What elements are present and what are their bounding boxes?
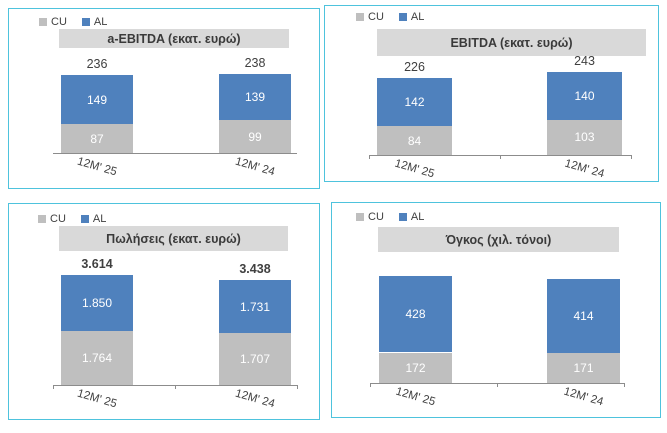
chart-title: a-EBITDA (εκατ. ευρώ) bbox=[59, 29, 289, 48]
chart-title: Πωλήσεις (εκατ. ευρώ) bbox=[59, 226, 288, 251]
legend-label: CU bbox=[368, 211, 384, 223]
bar-segment-cu: 99 bbox=[219, 120, 291, 153]
bar-value-label: 1.707 bbox=[239, 352, 271, 366]
legend-item-cu: CU bbox=[39, 16, 67, 28]
bar-value-label: 1.764 bbox=[81, 351, 113, 366]
bar-segment-al: 139 bbox=[219, 74, 291, 121]
total-label: 238 bbox=[244, 56, 266, 71]
bar-value-label: 414 bbox=[573, 308, 594, 323]
legend-label: AL bbox=[93, 16, 108, 28]
legend-swatch-al bbox=[398, 213, 407, 221]
bar-segment-cu: 172 bbox=[379, 352, 452, 383]
legend-swatch-cu bbox=[39, 18, 47, 26]
legend-label: AL bbox=[410, 11, 425, 23]
bar-value-label: 103 bbox=[574, 130, 595, 145]
bar-value-label: 139 bbox=[244, 90, 266, 105]
legend-item-al: AL bbox=[398, 11, 425, 23]
bar-value-label: 1.731 bbox=[239, 299, 271, 314]
legend-item-al: AL bbox=[80, 213, 107, 225]
bar-value-label: 140 bbox=[574, 89, 595, 104]
total-label: 3.438 bbox=[239, 262, 271, 277]
bar-segment-cu: 84 bbox=[377, 126, 452, 155]
legend-label: CU bbox=[51, 16, 67, 28]
axis-tick bbox=[297, 385, 298, 389]
x-axis-label: 12M' 25 bbox=[75, 155, 119, 179]
bar-segment-cu: 1.707 bbox=[219, 333, 291, 385]
bar-segment-al: 140 bbox=[547, 72, 622, 120]
bar-value-label: 87 bbox=[90, 131, 104, 146]
legend-label: AL bbox=[92, 213, 107, 225]
bar-value-label: 428 bbox=[405, 307, 426, 322]
x-axis-label: 12M' 24 bbox=[233, 155, 277, 179]
bar-segment-cu: 1.764 bbox=[61, 331, 133, 385]
legend: CU AL bbox=[356, 11, 424, 23]
bar-value-label: 99 bbox=[248, 129, 262, 144]
bar-value-label: 172 bbox=[405, 360, 426, 375]
axis-tick bbox=[631, 155, 632, 159]
bar-segment-cu: 87 bbox=[61, 124, 133, 153]
legend-swatch-cu bbox=[356, 213, 364, 221]
legend: CU AL bbox=[39, 16, 107, 28]
bar-segment-al: 428 bbox=[379, 276, 452, 353]
axis-tick bbox=[370, 383, 371, 387]
legend: CU AL bbox=[356, 211, 424, 223]
legend-item-cu: CU bbox=[38, 213, 66, 225]
chart-panel-2: CU AL EBITDA (εκατ. ευρώ) 84 142 226 12M' 25 10… bbox=[324, 5, 659, 182]
bar-segment-cu: 171 bbox=[547, 352, 620, 383]
total-label: 3.614 bbox=[81, 257, 113, 271]
bar-value-label: 84 bbox=[407, 133, 422, 148]
chart-title: EBITDA (εκατ. ευρώ) bbox=[377, 29, 646, 56]
legend: CU AL bbox=[38, 213, 106, 225]
bar-segment-al: 1.850 bbox=[61, 275, 133, 332]
legend-swatch-al bbox=[81, 18, 90, 26]
bar-segment-al: 142 bbox=[377, 78, 452, 127]
axis-tick bbox=[53, 385, 54, 389]
legend-swatch-al bbox=[80, 215, 89, 223]
total-label: 236 bbox=[86, 57, 108, 71]
x-axis-label: 12M' 24 bbox=[233, 387, 277, 411]
total-label: 243 bbox=[574, 54, 595, 69]
legend-item-al: AL bbox=[398, 211, 425, 223]
legend-item-al: AL bbox=[81, 16, 108, 28]
axis-tick bbox=[497, 383, 498, 387]
bar-segment-al: 1.731 bbox=[219, 280, 291, 333]
bar-value-label: 149 bbox=[86, 92, 108, 107]
chart-panel-4: CU AL Όγκος (χιλ. τόνοι) 172 428 12M' 25 171 41… bbox=[331, 202, 661, 418]
chart-panel-1: CU AL a-EBITDA (εκατ. ευρώ) 87 149 236 12M' 25… bbox=[8, 8, 320, 189]
total-label: 226 bbox=[404, 60, 425, 74]
bar-value-label: 171 bbox=[573, 360, 594, 375]
legend-item-cu: CU bbox=[356, 211, 384, 223]
bar-segment-cu: 103 bbox=[547, 119, 622, 155]
chart-panel-3: CU AL Πωλήσεις (εκατ. ευρώ) 1.764 1.850 3.614… bbox=[8, 203, 320, 420]
x-axis bbox=[53, 153, 297, 154]
x-axis-label: 12M' 25 bbox=[75, 387, 119, 411]
legend-label: CU bbox=[50, 213, 66, 225]
legend-item-cu: CU bbox=[356, 11, 384, 23]
bar-segment-al: 149 bbox=[61, 75, 133, 125]
axis-tick bbox=[175, 385, 176, 389]
bar-value-label: 1.850 bbox=[81, 296, 113, 311]
axis-tick bbox=[624, 383, 625, 387]
legend-swatch-cu bbox=[38, 215, 46, 223]
bar-value-label: 142 bbox=[404, 95, 425, 110]
legend-label: AL bbox=[410, 211, 425, 223]
legend-swatch-cu bbox=[356, 13, 364, 21]
bar-segment-al: 414 bbox=[547, 279, 620, 353]
legend-label: CU bbox=[368, 11, 384, 23]
chart-title: Όγκος (χιλ. τόνοι) bbox=[378, 227, 619, 252]
axis-tick bbox=[369, 155, 370, 159]
axis-tick bbox=[500, 155, 501, 159]
legend-swatch-al bbox=[398, 13, 407, 21]
